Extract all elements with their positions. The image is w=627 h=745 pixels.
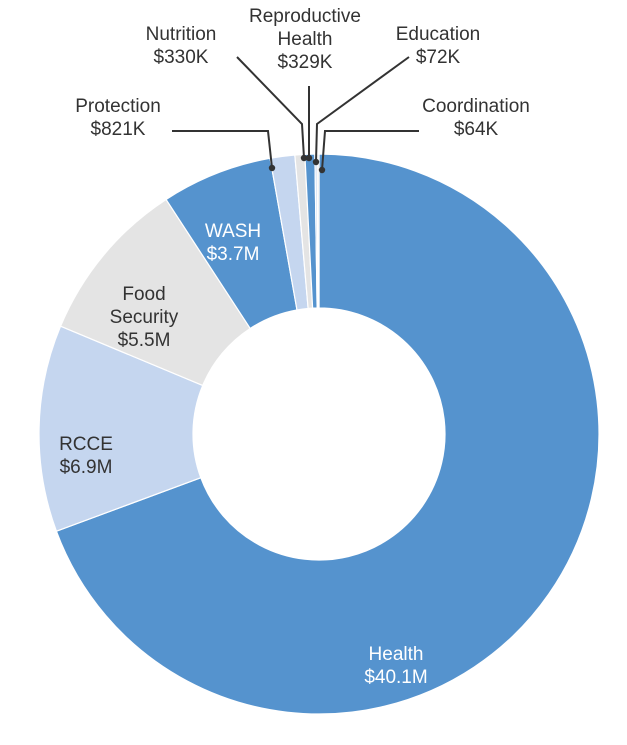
leader-dot-reproductive-health (305, 154, 313, 162)
leader-line-protection (172, 130, 273, 169)
leader-dot-nutrition (300, 154, 308, 162)
label-name-nutrition: Nutrition (146, 24, 217, 45)
label-nutrition: Nutrition $330K (146, 24, 217, 68)
label-value-nutrition: $330K (154, 47, 209, 68)
label-value-coordination: $64K (454, 119, 499, 140)
slice-health (55, 153, 600, 715)
leader-line-coordination (321, 130, 419, 171)
slices-group (38, 153, 600, 715)
label-name-health: Health (369, 644, 424, 665)
leader-lines-group (172, 56, 419, 174)
label-name-reproductive-health: Reproductive (249, 6, 361, 27)
label-value-protection: $821K (91, 119, 146, 140)
label-name-rcce: RCCE (59, 434, 113, 455)
label-wash: WASH $3.7M (205, 221, 261, 265)
label-value-wash: $3.7M (207, 244, 260, 265)
label-name-coordination: Coordination (422, 96, 530, 117)
label-value-food-security: $5.5M (118, 330, 171, 351)
slice-coordination (316, 153, 320, 309)
label-value-education: $72K (416, 47, 461, 68)
label-name-education: Education (396, 24, 481, 45)
label-name-food-security: Food (122, 284, 165, 305)
leader-dot-coordination (318, 166, 326, 174)
leader-dot-protection (268, 164, 276, 172)
label-value-reproductive-health: $329K (278, 52, 333, 73)
label-rcce: RCCE $6.9M (59, 434, 113, 478)
leader-line-education (315, 56, 410, 163)
label-reproductive-health: Reproductive Health $329K (249, 6, 361, 73)
label-food-security: Food Security $5.5M (110, 284, 179, 351)
label-name-reproductive-health: Health (278, 29, 333, 50)
leader-line-nutrition (236, 56, 305, 159)
label-value-rcce: $6.9M (60, 457, 113, 478)
label-name-protection: Protection (75, 96, 161, 117)
label-value-health: $40.1M (364, 667, 427, 688)
label-name-wash: WASH (205, 221, 261, 242)
label-coordination: Coordination $64K (422, 96, 530, 140)
leader-dot-education (312, 158, 320, 166)
label-health: Health $40.1M (364, 644, 427, 688)
label-name-food-security: Security (110, 307, 179, 328)
label-education: Education $72K (396, 24, 481, 68)
label-protection: Protection $821K (75, 96, 161, 140)
slice-rcce (38, 325, 204, 532)
